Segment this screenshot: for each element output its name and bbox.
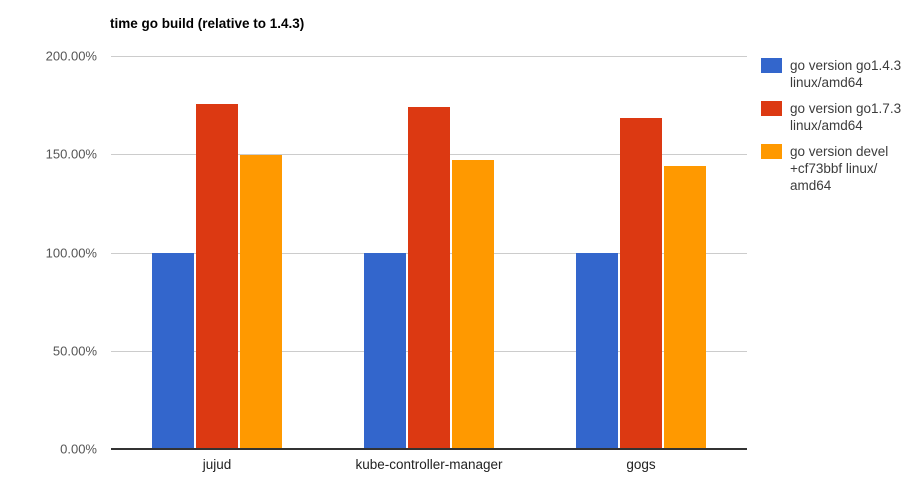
y-axis-tick-label: 0.00% [60,441,97,457]
y-axis-tick-label: 100.00% [45,245,97,260]
chart-title: time go build (relative to 1.4.3) [110,16,305,31]
gridline [111,56,747,57]
bar-gogs-devel [664,166,706,449]
bar-gogs-go1-7-3 [620,117,662,449]
legend-label: go version go1.4.3 linux/amd64 [790,58,902,90]
legend-item: go version go1.7.3 linux/amd64 [761,100,919,134]
y-axis-tick-label: 150.00% [45,146,97,162]
legend-label: go version devel +cf73bbf linux/ amd64 [790,144,889,193]
bar-jujud-devel [240,155,282,449]
x-axis-category-label: kube-controller-manager [355,457,503,472]
x-axis-line [111,448,747,450]
x-axis-category-label: jujud [202,457,232,472]
bar-kube-controller-manager-devel [452,160,494,449]
legend-color-swatch [761,144,782,159]
bar-gogs-go1-4-3 [576,252,618,449]
x-axis-category-label: gogs [626,457,656,472]
legend-color-swatch [761,101,782,116]
legend-item: go version go1.4.3 linux/amd64 [761,57,919,91]
legend: go version go1.4.3 linux/amd64 go version… [761,57,919,194]
bar-jujud-go1-4-3 [152,252,194,449]
bar-kube-controller-manager-go1-7-3 [408,107,450,449]
y-axis-tick-label: 50.00% [52,343,97,359]
legend-color-swatch [761,58,782,73]
bar-jujud-go1-7-3 [196,104,238,449]
y-axis-tick-label: 200.00% [45,48,97,64]
legend-label: go version go1.7.3 linux/amd64 [790,101,902,133]
bar-kube-controller-manager-go1-4-3 [364,252,406,449]
legend-item: go version devel +cf73bbf linux/ amd64 [761,143,919,194]
